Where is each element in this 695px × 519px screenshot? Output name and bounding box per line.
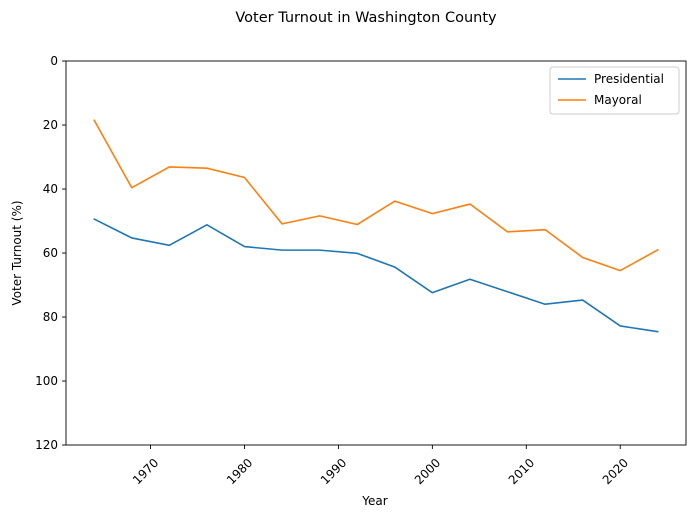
y-axis-label: Voter Turnout (%) — [10, 200, 24, 305]
plot-frame — [65, 60, 687, 446]
x-tick-label: 2020 — [600, 456, 631, 487]
legend-label: Presidential — [594, 72, 664, 86]
y-tick-label: 20 — [43, 118, 58, 132]
chart-title: Voter Turnout in Washington County — [235, 10, 497, 26]
x-tick-label: 1990 — [318, 456, 349, 487]
plot-area — [65, 60, 687, 446]
y-axis: 0 20 40 60 80 100 120 — [35, 54, 66, 452]
x-axis: 1970 1980 1990 2000 2010 2020 — [130, 445, 631, 487]
series-layer — [93, 119, 659, 333]
x-tick-label: 1970 — [130, 456, 161, 487]
series-line-presidential — [93, 218, 659, 333]
x-tick-label: 1980 — [224, 456, 255, 487]
series-line-mayoral — [93, 119, 659, 272]
y-tick-label: 0 — [50, 54, 58, 68]
x-tick-label: 2000 — [412, 456, 443, 487]
legend-label: Mayoral — [594, 93, 642, 107]
x-tick-label: 2010 — [506, 456, 537, 487]
y-tick-label: 80 — [43, 310, 58, 324]
x-axis-label: Year — [361, 494, 387, 508]
y-tick-label: 120 — [35, 438, 58, 452]
y-tick-label: 40 — [43, 182, 58, 196]
y-tick-label: 60 — [43, 246, 58, 260]
y-tick-label: 100 — [35, 374, 58, 388]
legend: Presidential Mayoral — [549, 66, 680, 115]
